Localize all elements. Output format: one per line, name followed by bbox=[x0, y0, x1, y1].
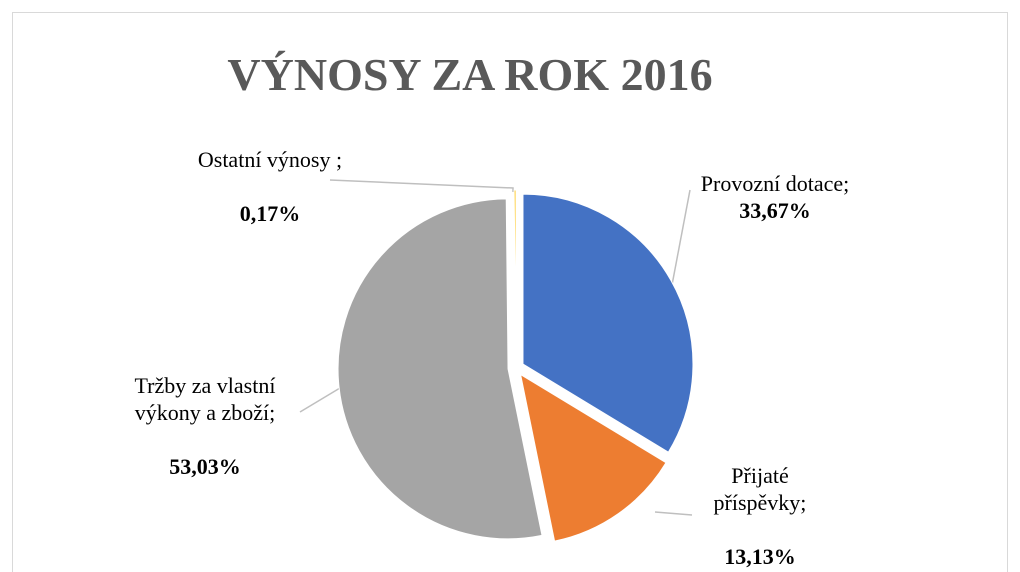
leader-line bbox=[654, 511, 693, 516]
category-label: Přijaté příspěvky; bbox=[713, 463, 807, 515]
value-label: 13,13% bbox=[724, 544, 796, 569]
leader-line bbox=[671, 189, 691, 286]
chart-title: VÝNOSY ZA ROK 2016 bbox=[227, 49, 712, 100]
pie-slice bbox=[513, 189, 517, 361]
leader-line bbox=[299, 384, 346, 413]
chart-border bbox=[12, 12, 1008, 572]
leader-lines bbox=[299, 179, 693, 516]
pie-slice bbox=[519, 373, 667, 542]
value-label: 33,67% bbox=[739, 198, 811, 223]
category-label: Tržby za vlastní výkony a zboží; bbox=[134, 373, 276, 425]
value-label: 0,17% bbox=[239, 201, 301, 226]
category-label: Provozní dotace; bbox=[700, 171, 850, 196]
pie-slice bbox=[522, 193, 694, 453]
leader-line bbox=[329, 179, 514, 192]
category-label: Ostatní výnosy ; bbox=[197, 147, 343, 172]
value-label: 53,03% bbox=[169, 454, 241, 479]
pie-slice bbox=[337, 198, 543, 540]
